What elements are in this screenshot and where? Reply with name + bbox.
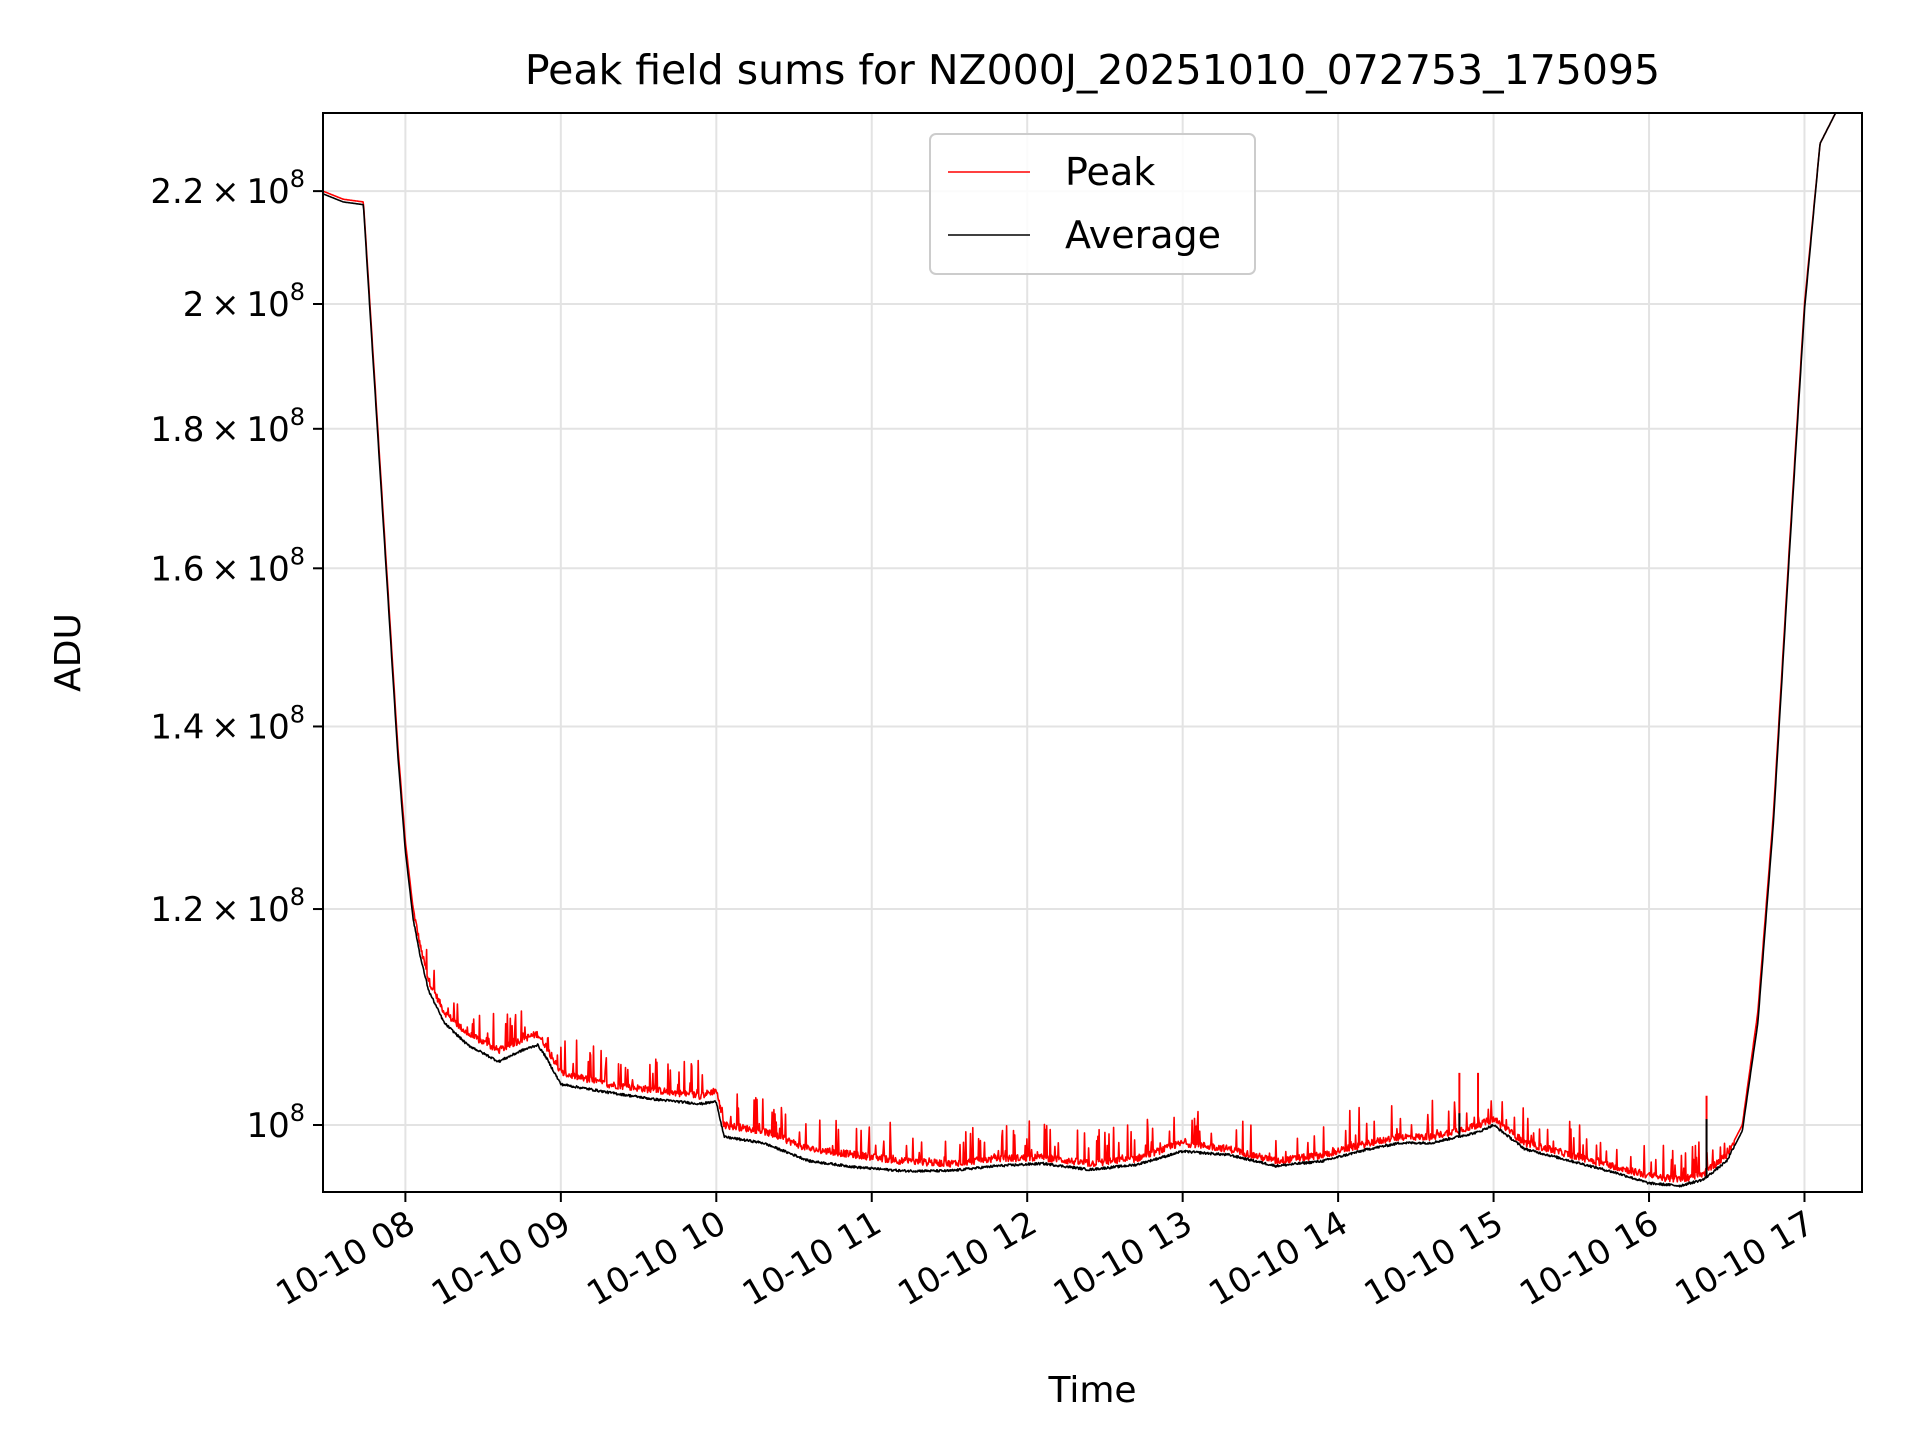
y-tick-label: 1.6 × 108 bbox=[150, 542, 305, 589]
x-axis-label: Time bbox=[1047, 1370, 1136, 1411]
y-tick-label: 1.2 × 108 bbox=[150, 883, 305, 930]
y-axis-label: ADU bbox=[48, 613, 89, 692]
y-tick-label: 1.4 × 108 bbox=[150, 700, 305, 747]
y-tick-label: 1.8 × 108 bbox=[150, 403, 305, 450]
chart-title: Peak field sums for NZ000J_20251010_0727… bbox=[525, 46, 1660, 94]
legend-label-peak: Peak bbox=[1065, 150, 1155, 194]
legend: Peak Average bbox=[929, 133, 1256, 275]
series-line-peak bbox=[322, 112, 1837, 1183]
series-line-average bbox=[322, 112, 1837, 1188]
y-tick-label: 108 bbox=[246, 1099, 305, 1146]
grid bbox=[323, 113, 1862, 1192]
series-group bbox=[322, 112, 1837, 1188]
y-tick-label: 2.2 × 108 bbox=[150, 165, 305, 212]
plot-frame bbox=[322, 112, 1863, 1193]
y-axis-ticks: 108 1.2 × 108 1.4 × 108 1.6 × 108 1.8 × 108 2… bbox=[150, 165, 323, 1146]
legend-box bbox=[929, 133, 1256, 275]
y-tick-label: 2 × 108 bbox=[183, 278, 305, 325]
legend-label-average: Average bbox=[1065, 213, 1221, 257]
